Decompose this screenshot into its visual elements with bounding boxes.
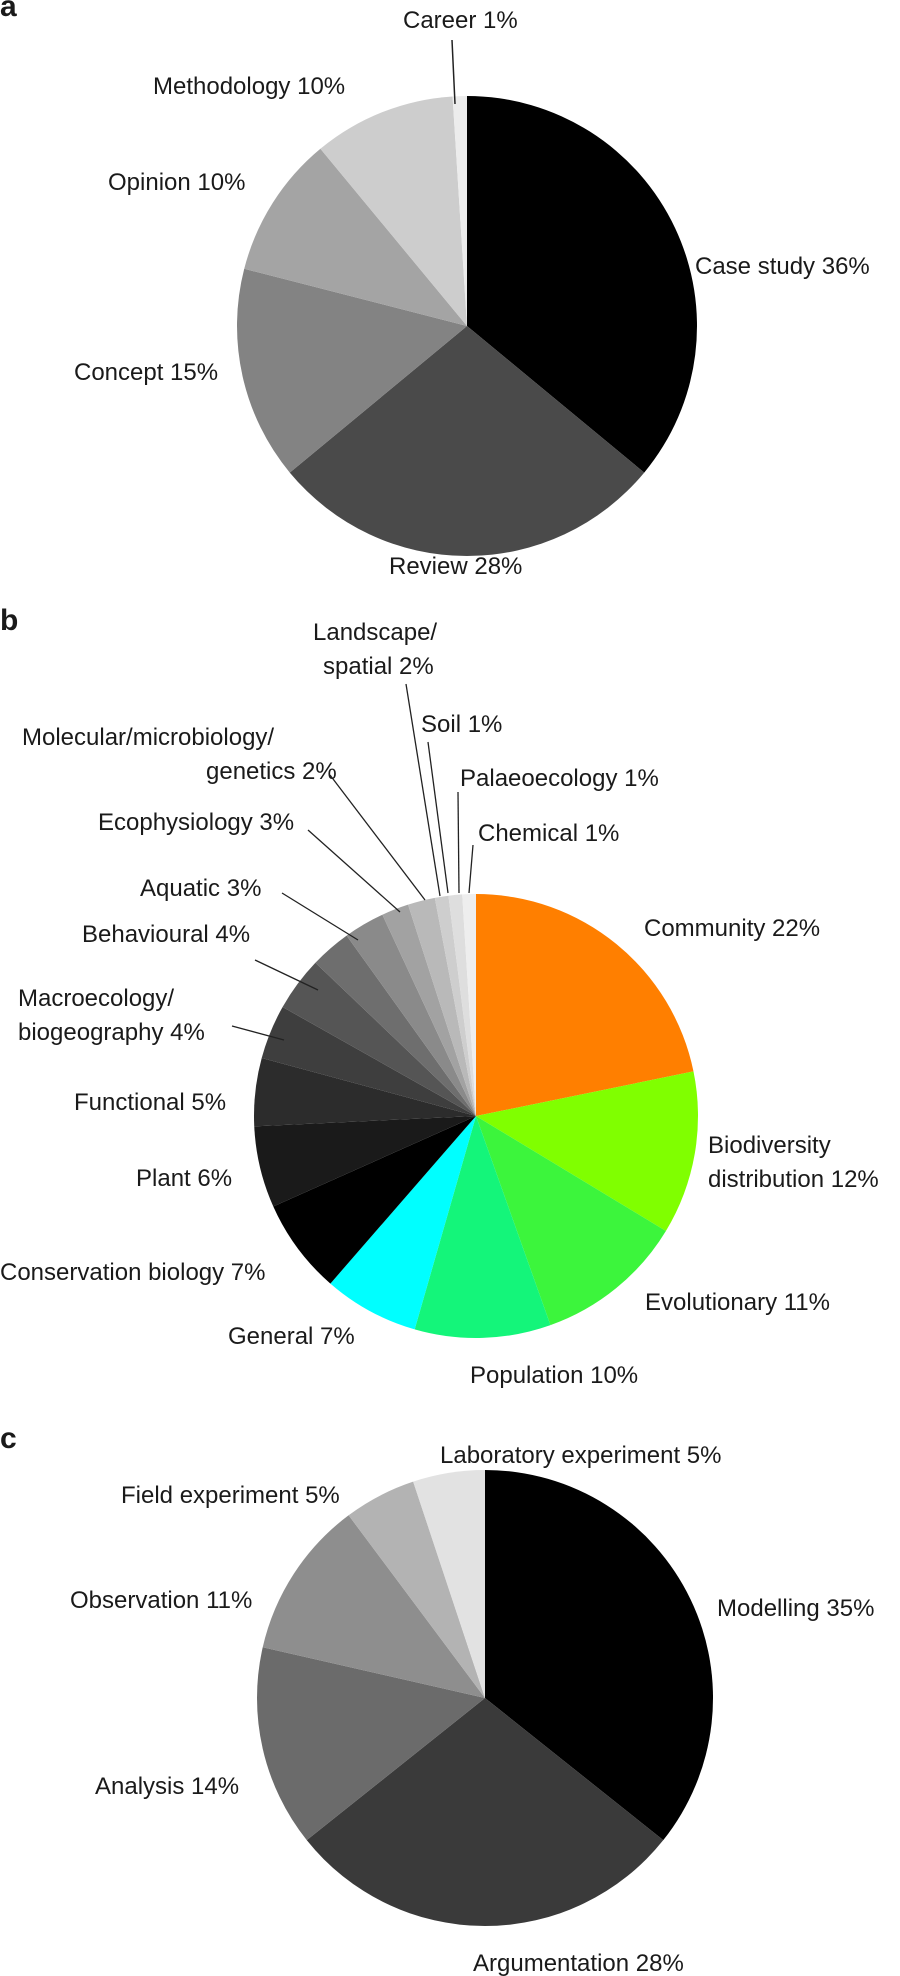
slice-c-laboratory-experiment-5 — [413, 1470, 485, 1698]
slice-a-methodology-10 — [320, 96, 467, 326]
slice-b-functional-5 — [253, 1057, 476, 1127]
label-macroecology: Macroecology/ biogeography 4% — [18, 985, 205, 1046]
label-ecophysiology: Ecophysiology 3% — [98, 809, 294, 836]
label-modelling: Modelling 35% — [717, 1595, 874, 1622]
slice-a-opinion-10 — [244, 148, 467, 326]
slice-b-aquatic-3 — [315, 935, 476, 1116]
pie-chart-b — [253, 894, 698, 1338]
label-biodiversity-line1: Biodiversity — [708, 1132, 831, 1159]
label-biodiversity: Biodiversity distribution 12% — [708, 1132, 879, 1193]
slice-b-chemical-1 — [462, 894, 476, 1116]
label-soil: Soil 1% — [421, 711, 502, 738]
label-behavioural: Behavioural 4% — [82, 921, 250, 948]
slice-b-plant-6 — [254, 1116, 476, 1207]
panel-letter-b: b — [0, 604, 18, 637]
label-evolutionary: Evolutionary 11% — [645, 1289, 830, 1316]
slice-b-palaeoecology-1 — [448, 894, 476, 1116]
panel-letter-a: a — [0, 0, 17, 23]
label-molecular: Molecular/microbiology/ genetics 2% — [22, 724, 337, 785]
label-career: Career 1% — [403, 7, 518, 34]
label-case-study: Case study 36% — [695, 253, 870, 280]
slice-c-observation-11 — [262, 1515, 485, 1698]
label-palaeoecology: Palaeoecology 1% — [460, 765, 659, 792]
panel-letter-c: c — [0, 1422, 17, 1455]
label-macroecology-line1: Macroecology/ — [18, 985, 174, 1012]
label-methodology: Methodology 10% — [153, 73, 345, 100]
label-chemical: Chemical 1% — [478, 820, 619, 847]
leader-landscape — [405, 683, 441, 897]
slice-a-career-1 — [452, 95, 467, 326]
label-laboratory-experiment: Laboratory experiment 5% — [440, 1442, 721, 1469]
leader-aquatic — [281, 892, 359, 941]
slice-a-concept-15 — [237, 268, 467, 473]
leader-macroecology — [231, 1025, 285, 1041]
label-concept: Concept 15% — [74, 359, 218, 386]
leader-chemical — [468, 844, 474, 894]
label-molecular-line2: genetics 2% — [206, 758, 337, 785]
panel-a: a Career 1% Methodology 10% Opinion 10% … — [0, 0, 870, 580]
leader-lines-a — [451, 39, 456, 105]
slice-b-community-22 — [476, 894, 694, 1116]
slice-b-macroecology-biogeography-4 — [261, 1007, 476, 1116]
pie-chart-a — [237, 95, 698, 557]
label-argumentation: Argumentation 28% — [473, 1950, 684, 1976]
label-functional: Functional 5% — [74, 1089, 226, 1116]
leader-career — [451, 39, 456, 105]
slice-b-population-10 — [414, 1116, 551, 1338]
panel-b: b Landscape/ spatial 2% Soil 1% Molecula… — [0, 604, 879, 1389]
slice-b-landscape-spatial-2 — [408, 897, 476, 1116]
slice-c-modelling-35 — [485, 1470, 714, 1841]
label-plant: Plant 6% — [136, 1165, 232, 1192]
leader-behavioural — [254, 959, 319, 991]
slice-a-review-28 — [289, 326, 645, 557]
slice-b-evolutionary-11 — [476, 1116, 666, 1326]
slice-b-general-7 — [330, 1116, 476, 1330]
label-molecular-line1: Molecular/microbiology/ — [22, 724, 274, 751]
label-conservation: Conservation biology 7% — [0, 1259, 266, 1286]
leader-molecular — [329, 774, 426, 901]
slice-c-field-experiment-5 — [348, 1481, 485, 1698]
label-landscape-line1: Landscape/ — [313, 619, 437, 646]
panel-c: c Laboratory experiment 5% Field experim… — [0, 1422, 874, 1976]
slice-b-soil-1 — [434, 895, 476, 1116]
slice-b-behavioural-4 — [282, 962, 476, 1116]
label-landscape: Landscape/ spatial 2% — [313, 619, 444, 680]
slice-b-molecular-microbiology-genetics-2 — [382, 904, 476, 1116]
label-biodiversity-line2: distribution 12% — [708, 1166, 879, 1193]
slice-b-conservation-biology-7 — [273, 1116, 476, 1284]
label-observation: Observation 11% — [70, 1587, 252, 1614]
label-aquatic: Aquatic 3% — [140, 875, 261, 902]
slice-a-case-study-36 — [467, 96, 698, 473]
label-opinion: Opinion 10% — [108, 169, 245, 196]
leader-lines-b — [231, 683, 474, 1041]
pie-chart-c — [257, 1470, 714, 1927]
label-population: Population 10% — [470, 1362, 638, 1389]
leader-soil — [427, 741, 449, 894]
leader-ecophysiology — [307, 829, 401, 913]
label-field-experiment: Field experiment 5% — [121, 1482, 340, 1509]
slice-b-biodiversity-distribution-12 — [476, 1071, 698, 1231]
label-review: Review 28% — [389, 553, 522, 580]
slice-c-analysis-14 — [257, 1647, 485, 1841]
label-analysis: Analysis 14% — [95, 1773, 239, 1800]
label-macroecology-line2: biogeography 4% — [18, 1019, 205, 1046]
label-landscape-line2: spatial 2% — [323, 653, 434, 680]
label-community: Community 22% — [644, 915, 820, 942]
leader-palaeoecology — [457, 791, 460, 894]
label-general: General 7% — [228, 1323, 355, 1350]
slice-c-argumentation-28 — [306, 1698, 664, 1927]
slice-b-ecophysiology-3 — [346, 914, 476, 1116]
